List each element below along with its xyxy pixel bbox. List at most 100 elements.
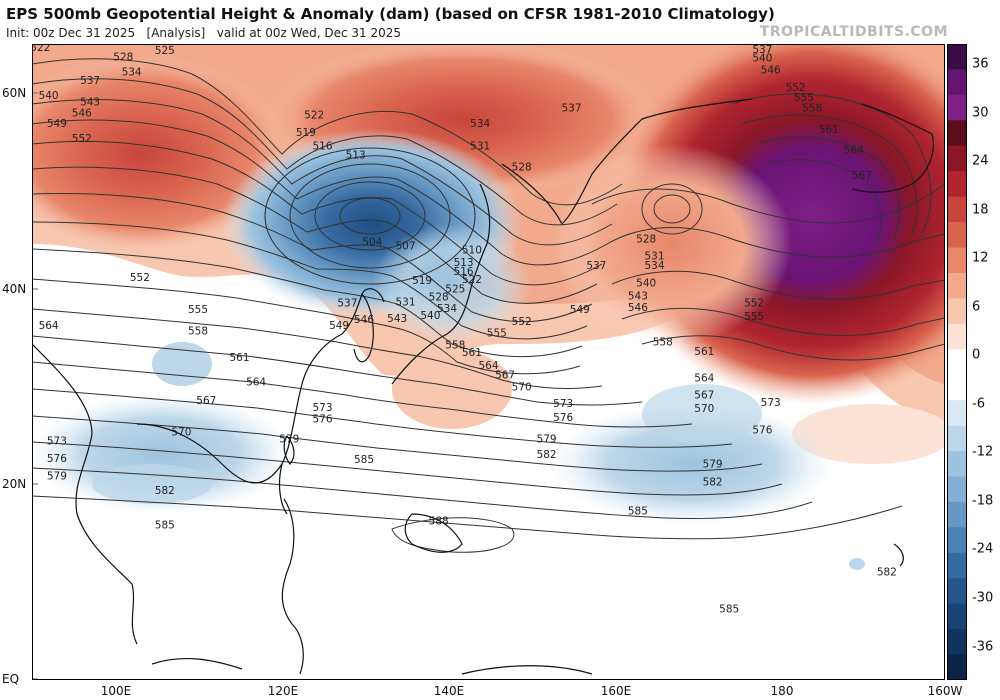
contour-label: 558 — [188, 326, 208, 338]
colorbar-swatch — [947, 552, 967, 579]
contour-label: 561 — [819, 124, 839, 136]
contour-label: 546 — [628, 302, 648, 314]
contour-label: 549 — [570, 304, 590, 316]
colorbar-swatch — [947, 222, 967, 249]
colorbar-swatch — [947, 501, 967, 528]
lat-label-20n: 20N — [2, 477, 27, 491]
contour-label: 546 — [354, 314, 374, 326]
contour-label: 534 — [470, 118, 490, 130]
contour-label: 531 — [644, 250, 664, 262]
colorbar-swatch — [947, 527, 967, 554]
contour-label: 579 — [47, 470, 67, 482]
contour-label: 522 — [304, 109, 324, 121]
contour-label: 582 — [155, 485, 175, 497]
contour-label: 573 — [47, 435, 67, 447]
colorbar-label: 12 — [972, 250, 989, 266]
contour-label: 555 — [744, 311, 764, 323]
contour-label: 570 — [512, 381, 532, 393]
colorbar-swatch — [947, 476, 967, 503]
contour-label: 537 — [752, 44, 772, 56]
contour-label: 543 — [80, 97, 100, 109]
contour-label: 555 — [794, 92, 814, 104]
contour-label: 585 — [628, 506, 648, 518]
colorbar-swatch — [947, 425, 967, 452]
contour-label: 546 — [761, 64, 781, 76]
colorbar-swatch — [947, 374, 967, 401]
chart-title: EPS 500mb Geopotential Height & Anomaly … — [6, 5, 775, 23]
colorbar-label: 30 — [972, 105, 989, 121]
contour-label: 564 — [478, 360, 498, 372]
colorbar-label: -30 — [972, 590, 994, 606]
colorbar-swatch — [947, 247, 967, 274]
colorbar-labels: 36 30 24 18 12 6 0 -6 -12 -18 -24 -30 -36 — [970, 44, 1000, 680]
contour-label: 513 — [346, 150, 366, 162]
contour-label: 516 — [312, 141, 332, 153]
contour-label: 519 — [412, 275, 432, 287]
contour-label: 528 — [113, 52, 133, 64]
coastlines — [32, 98, 934, 675]
contour-label: 552 — [512, 316, 532, 328]
contour-label: 579 — [703, 459, 723, 471]
contour-label: 534 — [122, 66, 142, 78]
colorbar-swatch — [947, 323, 967, 350]
colorbar-swatch — [947, 171, 967, 198]
contour-label: 549 — [47, 118, 67, 130]
contour-label: 534 — [644, 260, 664, 272]
contour-label: 567 — [196, 395, 216, 407]
lon-label-160w: 160W — [927, 684, 963, 698]
contour-label: 558 — [445, 339, 465, 351]
contour-label: 504 — [362, 237, 382, 249]
contour-label: 573 — [761, 397, 781, 409]
colorbar-swatch — [947, 578, 967, 605]
contour-label: 507 — [395, 241, 415, 253]
colorbar-label: -12 — [972, 444, 994, 460]
contour-label: 522 — [32, 44, 50, 54]
contour-label: 564 — [844, 145, 864, 157]
contour-label: 531 — [395, 296, 415, 308]
contour-label: 528 — [429, 291, 449, 303]
contour-label: 564 — [39, 320, 59, 332]
colorbar-swatch — [947, 629, 967, 656]
contour-label: 576 — [312, 414, 332, 426]
contour-label: 537 — [586, 260, 606, 272]
contour-label: 525 — [155, 45, 175, 57]
contour-label: 561 — [229, 352, 249, 364]
contour-label: 537 — [561, 103, 581, 115]
contour-label: 543 — [387, 313, 407, 325]
anomaly-colorbar — [947, 44, 967, 680]
contour-label: 534 — [437, 303, 457, 315]
contour-label: 540 — [752, 53, 772, 65]
contour-label: 552 — [130, 272, 150, 284]
contour-label: 522 — [462, 274, 482, 286]
colorbar-label: 24 — [972, 153, 989, 169]
colorbar-swatches — [947, 44, 967, 680]
colorbar-label: -36 — [972, 639, 994, 655]
colorbar-swatch — [947, 145, 967, 172]
contour-label: 516 — [454, 266, 474, 278]
colorbar-swatch — [947, 272, 967, 299]
lon-label-180: 180 — [770, 684, 794, 698]
contour-label: 546 — [72, 107, 92, 119]
contour-label: 567 — [852, 170, 872, 182]
anomaly-map: 5225285255345375405435465495525225195165… — [32, 44, 945, 680]
colorbar-label: 36 — [972, 56, 989, 72]
colorbar-label: -18 — [972, 493, 994, 509]
contour-label: 576 — [553, 412, 573, 424]
contour-label: 567 — [694, 389, 714, 401]
contour-label: 585 — [155, 519, 175, 531]
source-credit: TROPICALTIDBITS.COM — [759, 24, 948, 40]
contour-label: 576 — [752, 424, 772, 436]
contour-label: 567 — [495, 370, 515, 382]
contour-label: 552 — [72, 133, 92, 145]
contour-label: 561 — [694, 346, 714, 358]
contour-label: 552 — [786, 82, 806, 94]
colorbar-swatch — [947, 654, 967, 680]
colorbar-swatch — [947, 196, 967, 223]
contour-label: 510 — [462, 244, 482, 256]
colorbar-swatch — [947, 44, 967, 70]
contour-label: 576 — [47, 453, 67, 465]
colorbar-swatch — [947, 94, 967, 121]
colorbar-swatch — [947, 69, 967, 96]
contour-label: 555 — [188, 304, 208, 316]
contour-labels: 5225285255345375405435465495525225195165… — [32, 44, 897, 616]
